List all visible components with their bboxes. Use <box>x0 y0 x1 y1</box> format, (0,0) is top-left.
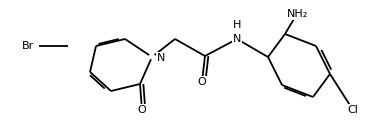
Text: N: N <box>233 34 241 44</box>
Text: Br: Br <box>22 41 34 51</box>
Text: H: H <box>233 23 241 33</box>
Text: N: N <box>157 53 166 63</box>
Text: O: O <box>198 77 206 87</box>
Text: NH₂: NH₂ <box>286 9 308 19</box>
Text: H: H <box>233 20 241 30</box>
Text: O: O <box>138 105 146 115</box>
Text: Cl: Cl <box>347 105 359 115</box>
